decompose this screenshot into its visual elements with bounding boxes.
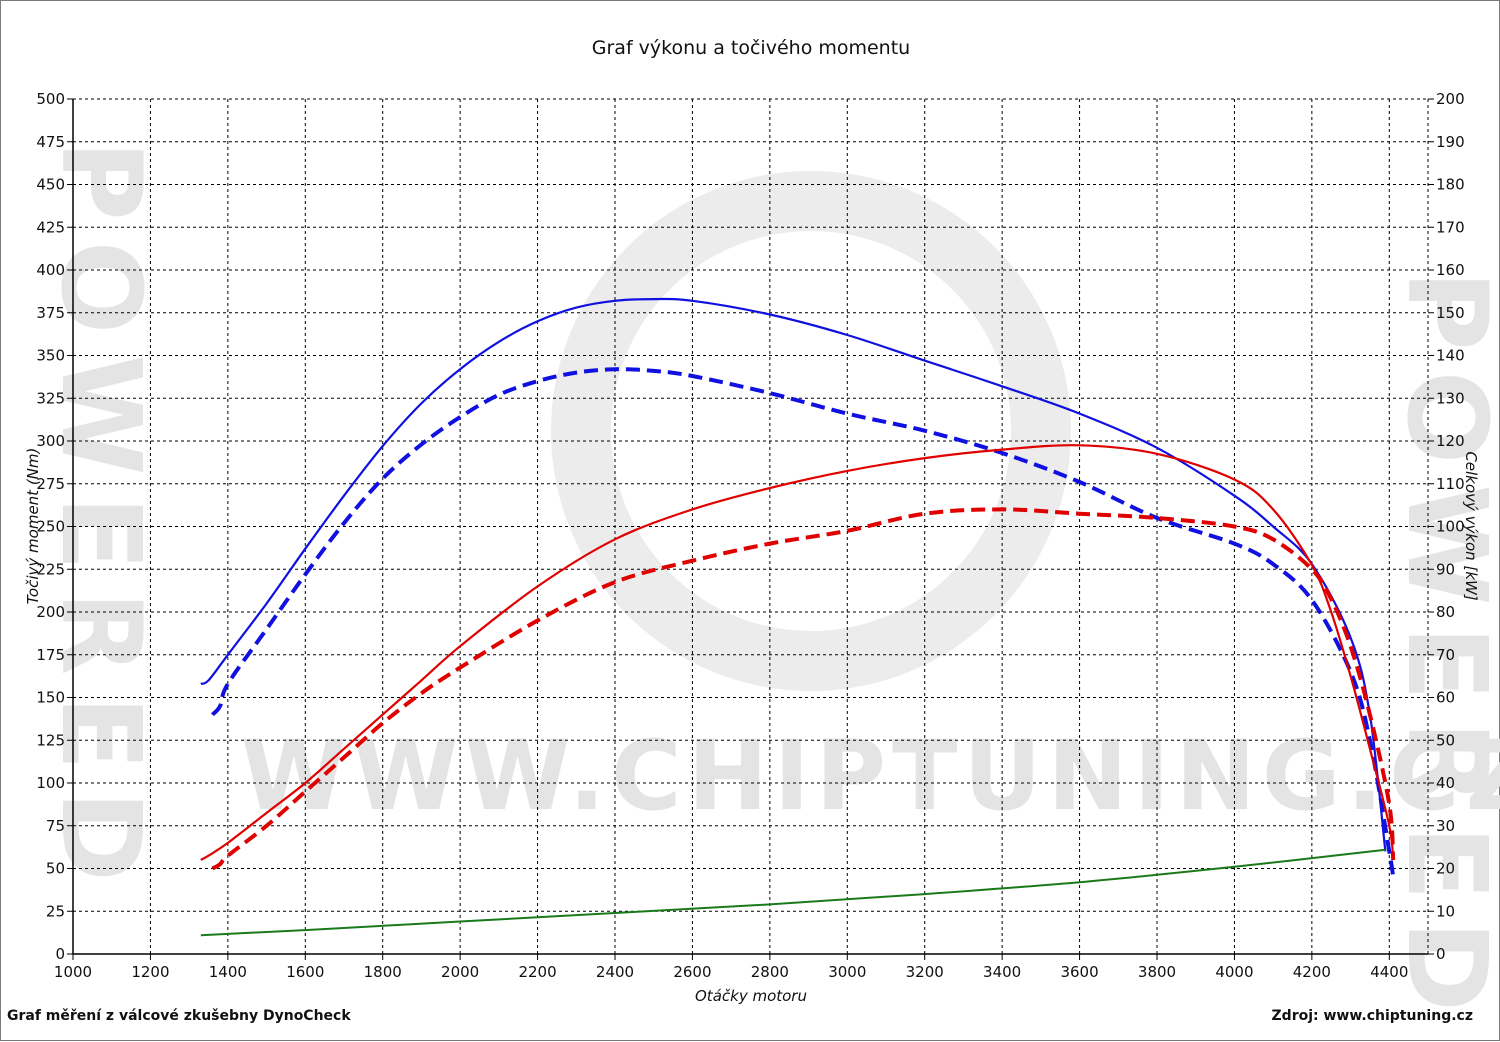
footer-right: Zdroj: www.chiptuning.cz xyxy=(1272,1008,1473,1024)
y-right-tick-label: 180 xyxy=(1436,176,1465,194)
y-left-tick-label: 425 xyxy=(36,218,65,236)
x-tick-label: 4400 xyxy=(1370,963,1408,981)
y-right-tick-label: 200 xyxy=(1436,90,1465,108)
series xyxy=(200,297,1396,937)
x-tick-label: 2600 xyxy=(673,963,711,981)
y-right-tick-label: 110 xyxy=(1436,475,1465,493)
y-left-tick-label: 275 xyxy=(36,475,65,493)
y-right-tick-label: 80 xyxy=(1436,603,1455,621)
y-right-tick-label: 140 xyxy=(1436,347,1465,365)
y-right-tick-label: 120 xyxy=(1436,432,1465,450)
watermark-side-left: POWERED xyxy=(37,140,165,902)
series-line-1 xyxy=(200,297,1387,852)
y-right-tick-label: 70 xyxy=(1436,646,1455,664)
y-left-tick-label: 500 xyxy=(36,90,65,108)
x-tick-label: 3800 xyxy=(1138,963,1176,981)
y-axis-left-label: Točivý moment (Nm) xyxy=(24,448,42,605)
x-tick-label: 1200 xyxy=(131,963,169,981)
y-left-tick-label: 175 xyxy=(36,646,65,664)
y-right-tick-label: 170 xyxy=(1436,218,1465,236)
y-left-tick-label: 375 xyxy=(36,304,65,322)
watermark-logo-circle xyxy=(551,171,1071,691)
y-right-tick-label: 0 xyxy=(1436,945,1446,963)
footer-left: Graf měření z válcové zkušebny DynoCheck xyxy=(7,1008,351,1024)
x-tick-label: 2200 xyxy=(518,963,556,981)
y-right-tick-label: 30 xyxy=(1436,817,1455,835)
x-tick-label: 3200 xyxy=(906,963,944,981)
watermark-side-right: POWERED xyxy=(1383,270,1500,1032)
y-right-tick-label: 40 xyxy=(1436,774,1455,792)
y-left-tick-label: 300 xyxy=(36,432,65,450)
chart-title: Graf výkonu a točivého momentu xyxy=(592,37,910,59)
x-tick-label: 2400 xyxy=(596,963,634,981)
y-right-tick-label: 50 xyxy=(1436,731,1455,749)
series-line-5 xyxy=(200,848,1386,937)
y-right-tick-label: 190 xyxy=(1436,133,1465,151)
grid xyxy=(73,98,1429,954)
series-line-2 xyxy=(210,367,1396,878)
y-left-tick-label: 100 xyxy=(36,774,65,792)
x-axis-label: Otáčky motoru xyxy=(695,987,807,1005)
y-left-tick-label: 225 xyxy=(36,560,65,578)
x-tick-label: 4200 xyxy=(1293,963,1331,981)
y-left-tick-label: 75 xyxy=(46,817,65,835)
y-left-tick-label: 150 xyxy=(36,689,65,707)
y-right-tick-label: 90 xyxy=(1436,560,1455,578)
watermark-url: WWW.CHIPTUNING.CZ xyxy=(241,720,1500,832)
watermark-layer: WWW.CHIPTUNING.CZ POWERED POWERED xyxy=(37,140,1500,1032)
y-left-tick-label: 125 xyxy=(36,731,65,749)
y-left-tick-label: 0 xyxy=(55,945,65,963)
x-tick-label: 3000 xyxy=(828,963,866,981)
y-axis-right-label: Celkový výkon [kW] xyxy=(1462,451,1480,601)
y-left-tick-label: 400 xyxy=(36,261,65,279)
y-right-tick-label: 160 xyxy=(1436,261,1465,279)
y-left-tick-label: 350 xyxy=(36,347,65,365)
x-tick-label: 2000 xyxy=(441,963,479,981)
x-tick-label: 3600 xyxy=(1060,963,1098,981)
y-right-tick-label: 60 xyxy=(1436,689,1455,707)
y-right-tick-label: 10 xyxy=(1436,902,1455,920)
x-tick-label: 4000 xyxy=(1215,963,1253,981)
x-tick-label: 3400 xyxy=(983,963,1021,981)
y-left-tick-label: 250 xyxy=(36,518,65,536)
axes: 1000 1200 1400 1600 1800 2000 2200 2400 2600 2800… xyxy=(36,90,1464,981)
x-tick-label: 1400 xyxy=(209,963,247,981)
y-right-tick-label: 130 xyxy=(1436,389,1465,407)
x-tick-label: 1000 xyxy=(54,963,92,981)
y-right-tick-label: 150 xyxy=(1436,304,1465,322)
series-line-3 xyxy=(200,444,1395,861)
x-tick-label: 2800 xyxy=(751,963,789,981)
y-right-tick-label: 100 xyxy=(1436,518,1465,536)
y-left-tick-label: 50 xyxy=(46,860,65,878)
y-left-tick-label: 200 xyxy=(36,603,65,621)
series-line-4 xyxy=(211,507,1396,871)
y-left-tick-label: 25 xyxy=(46,902,65,920)
y-left-tick-label: 450 xyxy=(36,176,65,194)
y-left-tick-label: 475 xyxy=(36,133,65,151)
x-tick-label: 1800 xyxy=(364,963,402,981)
y-left-tick-label: 325 xyxy=(36,389,65,407)
y-right-tick-label: 20 xyxy=(1436,860,1455,878)
x-tick-label: 1600 xyxy=(286,963,324,981)
